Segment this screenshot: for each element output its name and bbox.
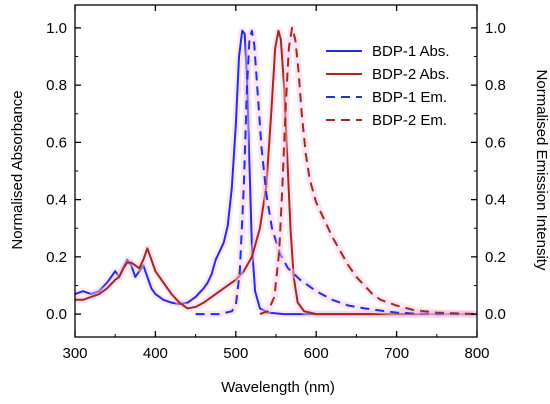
x-tick-label: 400 (143, 345, 168, 362)
y-tick-label: 0.4 (46, 192, 67, 209)
y-tick-label: 0.8 (46, 77, 67, 94)
legend-label: BDP-2 Abs. (372, 66, 450, 83)
y-tick-label: 0.6 (46, 134, 67, 151)
y2-tick-label: 0.8 (485, 77, 506, 94)
y-tick-label: 1.0 (46, 20, 67, 37)
legend-label: BDP-2 Em. (372, 112, 447, 129)
x-tick-label: 600 (304, 345, 329, 362)
plot-area (73, 24, 478, 318)
legend-label: BDP-1 Em. (372, 89, 447, 106)
axes: 300 400 500 600 700 800 0.0 0.2 0.4 0.6 0.8 1.0 0.0 0… (46, 4, 506, 362)
y2-tick-label: 1.0 (485, 20, 506, 37)
x-tick-label: 700 (384, 345, 409, 362)
y2-axis-title: Normalised Emission Intensity (533, 70, 550, 271)
legend-label: BDP-1 Abs. (372, 43, 450, 60)
x-tick-label: 300 (62, 345, 87, 362)
legend: BDP-1 Abs. BDP-2 Abs. BDP-1 Em. BDP-2 Em. (326, 43, 450, 129)
y2-tick-label: 0.0 (485, 306, 506, 323)
y2-tick-label: 0.6 (485, 134, 506, 151)
x-tick-label: 500 (223, 345, 248, 362)
y2-tick-label: 0.2 (485, 249, 506, 266)
series-line-1 (75, 29, 477, 316)
series-line-2 (195, 29, 477, 316)
y-tick-label: 0.2 (46, 249, 67, 266)
x-tick-label: 800 (464, 345, 489, 362)
y-axis-title: Normalised Absorbance (9, 90, 26, 249)
x-axis-title: Wavelength (nm) (221, 379, 335, 396)
y2-tick-label: 0.4 (485, 192, 506, 209)
y-tick-label: 0.0 (46, 306, 67, 323)
series-line-3 (259, 26, 478, 316)
